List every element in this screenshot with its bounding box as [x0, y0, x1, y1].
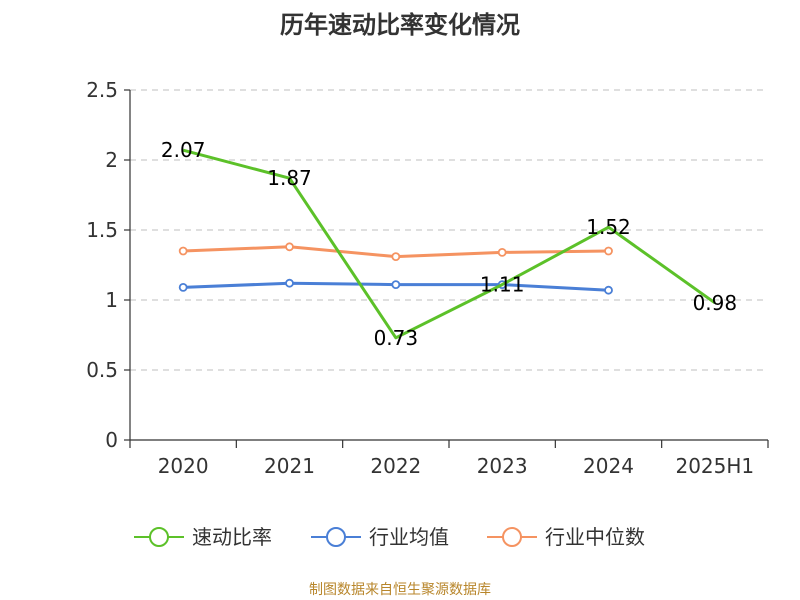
- legend-marker-icon: [149, 527, 169, 547]
- series-point: [285, 278, 294, 288]
- x-tick-label: 2020: [158, 454, 209, 478]
- data-label: 0.73: [374, 326, 419, 350]
- y-tick-label: 0: [105, 428, 118, 452]
- y-tick-label: 2: [105, 148, 118, 172]
- series-point: [604, 285, 613, 295]
- x-tick-label: 2024: [583, 454, 634, 478]
- y-tick-label: 2.5: [86, 78, 118, 102]
- series-point: [604, 246, 613, 256]
- legend-label: 速动比率: [192, 525, 272, 549]
- legend-item[interactable]: 速动比率: [134, 525, 272, 549]
- data-label: 1.52: [586, 215, 631, 239]
- series-point: [497, 247, 507, 257]
- series-point: [178, 246, 188, 256]
- series-point: [178, 282, 188, 292]
- legend[interactable]: 速动比率 行业均值 行业中位数: [134, 525, 645, 549]
- legend-marker-icon: [502, 527, 522, 547]
- legend-label: 行业均值: [369, 525, 449, 549]
- data-labels: 2.07 1.87 0.73 1.11 1.52 0.98: [161, 138, 737, 350]
- x-tick-label: 2022: [370, 454, 421, 478]
- data-label: 1.11: [480, 273, 525, 297]
- series-line-0: [182, 148, 716, 340]
- data-label: 1.87: [267, 166, 312, 190]
- y-tick-label: 1: [105, 288, 118, 312]
- data-label: 2.07: [161, 138, 206, 162]
- y-tick-label: 1.5: [86, 218, 118, 242]
- legend-item[interactable]: 行业均值: [311, 525, 449, 549]
- y-tick-label: 0.5: [86, 358, 118, 382]
- legend-marker-icon: [326, 527, 346, 547]
- gridlines: [130, 89, 768, 371]
- chart-title: 历年速动比率变化情况: [280, 11, 520, 39]
- series-point: [391, 252, 401, 262]
- x-tick-label: 2025H1: [675, 454, 754, 478]
- series-point: [391, 280, 401, 290]
- x-tick-label: 2023: [477, 454, 528, 478]
- data-label: 0.98: [693, 291, 738, 315]
- legend-item[interactable]: 行业中位数: [487, 525, 645, 549]
- x-tick-label: 2021: [264, 454, 315, 478]
- series-lines: [178, 148, 716, 340]
- source-note: 制图数据来自恒生聚源数据库: [309, 582, 491, 598]
- series-point: [285, 242, 294, 252]
- legend-label: 行业中位数: [545, 525, 645, 549]
